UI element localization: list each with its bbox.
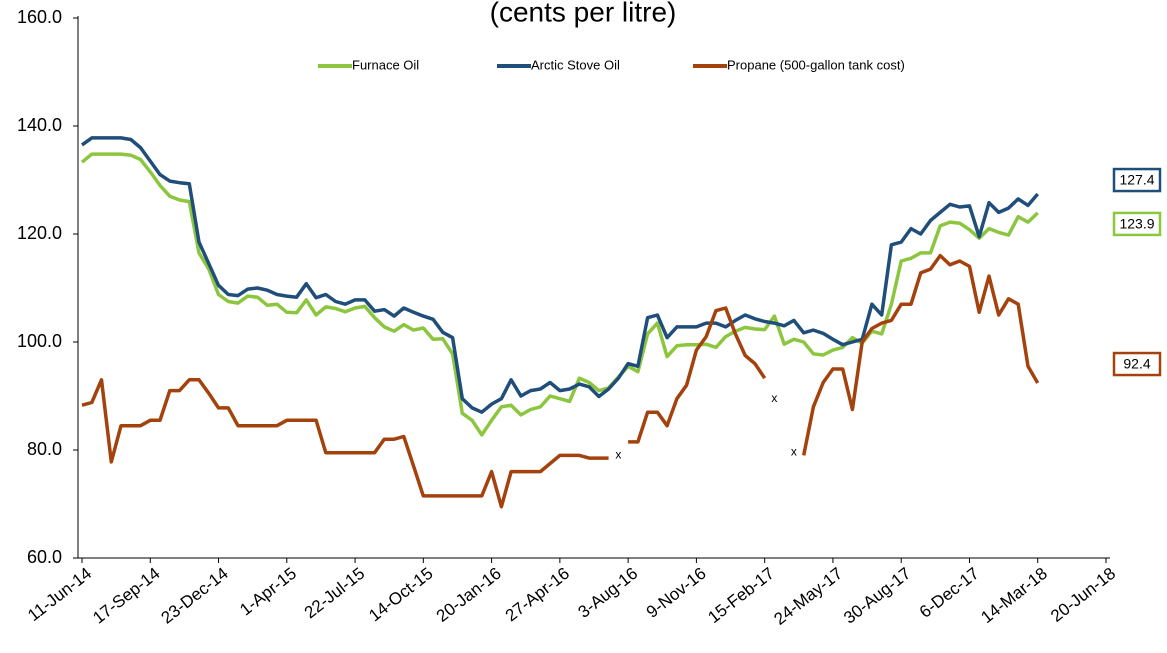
x-tick-label: 14-Mar-18: [977, 564, 1050, 627]
end-label: 92.4: [1123, 356, 1150, 372]
legend-label: Furnace Oil: [352, 57, 419, 72]
x-tick-label: 1-Apr-15: [236, 564, 300, 620]
x-tick-label: 9-Nov-16: [643, 564, 710, 622]
y-tick-label: 60.0: [27, 547, 62, 567]
annotation-bg: [610, 445, 627, 466]
x-tick-label: 30-Aug-17: [840, 564, 914, 628]
y-tick-label: 140.0: [17, 115, 62, 135]
annotation-bg: [785, 442, 802, 463]
end-label-box: [1112, 351, 1162, 377]
series-line: [80, 136, 1040, 414]
chart-title: (cents per litre): [490, 0, 677, 27]
x-tick-label: 17-Sep-14: [89, 564, 163, 628]
legend-label: Propane (500-gallon tank cost): [727, 57, 905, 72]
x-tick-label: 20-Jun-18: [1047, 564, 1119, 626]
x-tick-label: 27-Apr-16: [502, 564, 573, 626]
y-tick-label: 160.0: [17, 7, 62, 27]
series-line: [801, 253, 1040, 456]
y-tick-label: 80.0: [27, 439, 62, 459]
x-tick-label: 24-May-17: [770, 564, 846, 629]
x-tick-label: 3-Aug-16: [575, 564, 642, 622]
end-label-box: [1112, 211, 1162, 237]
x-tick-label: 23-Dec-14: [158, 564, 232, 628]
end-label: 127.4: [1119, 172, 1154, 188]
x-tick-label: 11-Jun-14: [24, 564, 95, 625]
y-tick-label: 120.0: [17, 223, 62, 243]
x-tick-label: 22-Jul-15: [301, 564, 369, 623]
series-line: [628, 306, 767, 444]
x-tick-label: 14-Oct-15: [365, 564, 436, 626]
x-tick-label: 20-Jan-16: [433, 564, 505, 626]
end-label: 123.9: [1119, 216, 1154, 232]
annotation: x: [771, 391, 777, 405]
annotation: x: [615, 448, 621, 462]
x-tick-label: 15-Feb-17: [704, 564, 778, 627]
annotation-bg: [766, 388, 783, 409]
series-line: [81, 378, 609, 509]
legend-label: Arctic Stove Oil: [531, 57, 620, 72]
annotation: x: [791, 444, 797, 458]
end-label-box: [1112, 167, 1162, 193]
series-line: [80, 152, 1039, 437]
x-tick-label: 6-Dec-17: [916, 564, 983, 622]
y-tick-label: 100.0: [17, 331, 62, 351]
